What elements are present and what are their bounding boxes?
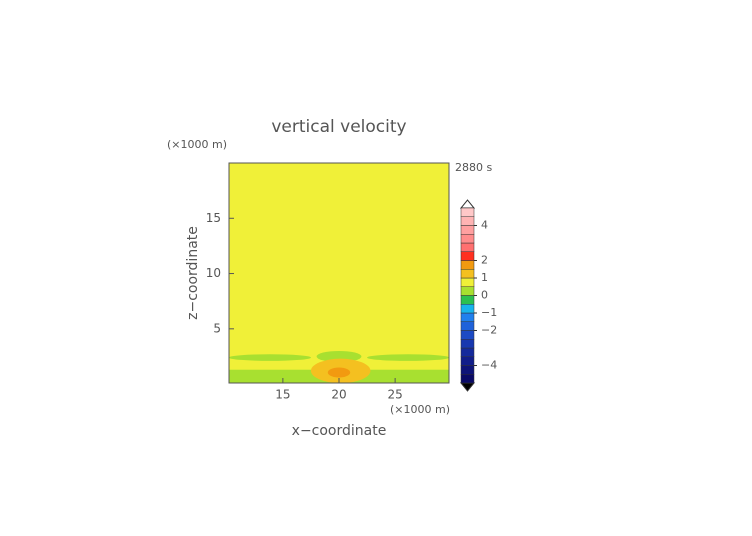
colorbar-cell: [460, 295, 475, 305]
colorbar-tick-label: 4: [481, 219, 488, 232]
x-tick-label: 15: [275, 388, 290, 402]
x-tick-label: 25: [387, 388, 402, 402]
colorbar-cell: [460, 330, 475, 340]
colorbar-cell: [460, 269, 475, 279]
colorbar-cell: [460, 356, 475, 366]
colorbar-cell: [460, 286, 475, 296]
colorbar-cell: [460, 251, 475, 261]
colorbar-tick-label: 2: [481, 254, 488, 267]
contour-region: [367, 354, 449, 361]
x-unit: (×1000 m): [390, 403, 450, 416]
colorbar-cell: [460, 207, 475, 217]
y-tick-label: 10: [206, 266, 221, 280]
colorbar-tick-label: −1: [481, 306, 497, 319]
contour-region: [229, 163, 449, 383]
colorbar-tick-label: 1: [481, 271, 488, 284]
y-tick-label: 5: [213, 321, 221, 335]
colorbar-under: [459, 382, 476, 392]
y-unit: (×1000 m): [167, 138, 227, 151]
colorbar-cell: [460, 216, 475, 226]
colorbar-tick-label: 0: [481, 289, 488, 302]
contour-region: [229, 354, 311, 361]
colorbar-cell: [460, 321, 475, 331]
colorbar-cell: [460, 260, 475, 270]
colorbar-tick-label: −2: [481, 324, 497, 337]
contour-region: [316, 350, 362, 362]
colorbar-cell: [460, 242, 475, 252]
x-tick-label: 20: [331, 388, 346, 402]
colorbar-cell: [460, 304, 475, 314]
time-label: 2880 s: [455, 161, 492, 174]
y-tick-label: 15: [206, 211, 221, 225]
colorbar-over: [459, 199, 476, 209]
field: [229, 163, 449, 383]
colorbar-cell: [460, 339, 475, 349]
colorbar-cell: [460, 347, 475, 357]
colorbar-cell: [460, 365, 475, 375]
colorbar-cell: [460, 234, 475, 244]
colorbar-cell: [460, 374, 475, 384]
colorbar-cell: [460, 312, 475, 322]
chart-title: vertical velocity: [271, 117, 406, 137]
y-axis-label: z−coordinate: [185, 226, 201, 320]
colorbar-cell: [460, 277, 475, 287]
colorbar-cell: [460, 225, 475, 235]
colorbar-tick-label: −4: [481, 359, 497, 372]
contour-region: [327, 367, 351, 378]
x-axis-label: x−coordinate: [292, 423, 387, 439]
